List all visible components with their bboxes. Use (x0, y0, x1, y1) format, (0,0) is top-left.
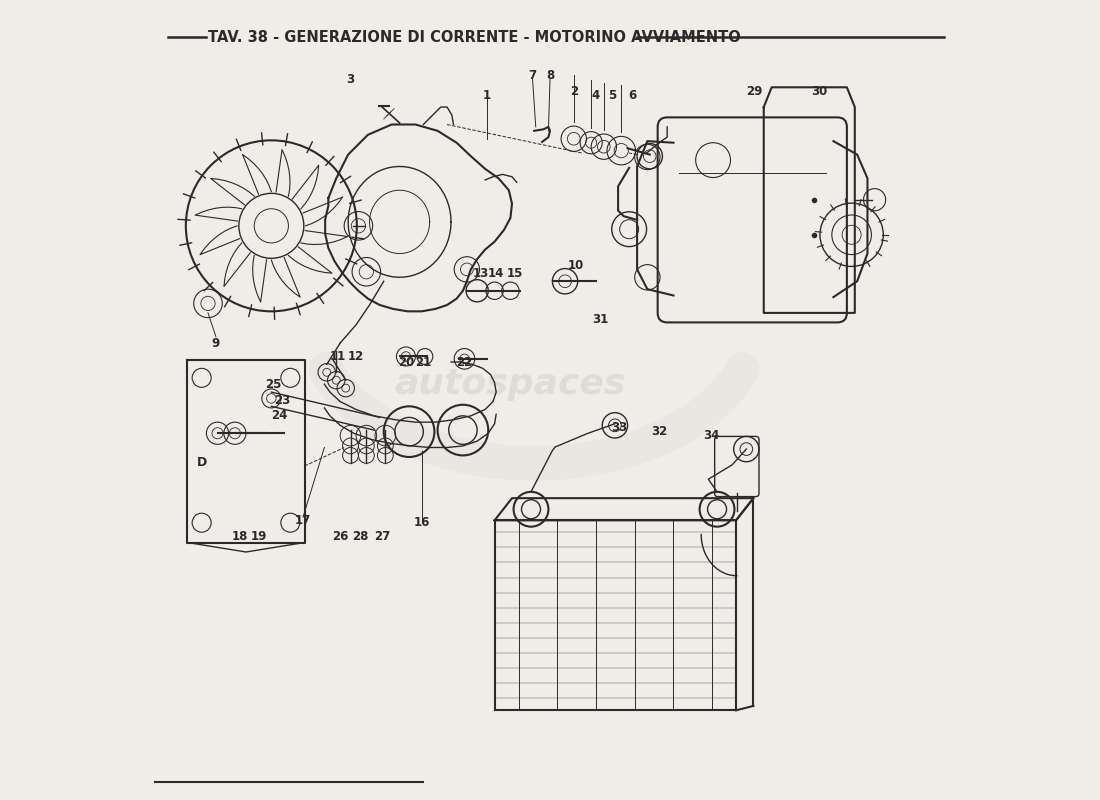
Text: 34: 34 (703, 429, 719, 442)
Text: 15: 15 (506, 267, 522, 280)
Text: 24: 24 (271, 410, 287, 422)
Text: autospaces: autospaces (395, 367, 626, 401)
Text: D: D (197, 456, 207, 469)
Text: 3: 3 (346, 73, 354, 86)
Text: TAV. 38 - GENERAZIONE DI CORRENTE - MOTORINO AVVIAMENTO: TAV. 38 - GENERAZIONE DI CORRENTE - MOTO… (208, 30, 740, 45)
Text: 12: 12 (348, 350, 364, 363)
Text: 33: 33 (612, 422, 628, 434)
Text: 16: 16 (414, 516, 430, 530)
Text: 1: 1 (483, 89, 491, 102)
Text: 26: 26 (332, 530, 349, 542)
Text: 30: 30 (811, 85, 827, 98)
Text: 14: 14 (488, 267, 505, 280)
Text: 31: 31 (593, 313, 608, 326)
Text: 28: 28 (352, 530, 368, 542)
Text: 7: 7 (528, 69, 537, 82)
Text: 17: 17 (295, 514, 311, 527)
Text: 5: 5 (607, 89, 616, 102)
Text: 20: 20 (398, 355, 414, 369)
Bar (495, 520, 736, 710)
Text: 29: 29 (746, 85, 762, 98)
Text: 22: 22 (456, 355, 473, 369)
Text: 19: 19 (251, 530, 267, 542)
Text: 10: 10 (568, 259, 583, 272)
Text: 4: 4 (592, 89, 600, 102)
Text: 23: 23 (274, 394, 290, 406)
Text: 18: 18 (231, 530, 248, 542)
Text: 11: 11 (330, 350, 346, 363)
Text: 8: 8 (546, 69, 554, 82)
Text: 32: 32 (651, 425, 668, 438)
Text: 27: 27 (374, 530, 390, 542)
Text: 6: 6 (628, 89, 637, 102)
Text: 9: 9 (212, 337, 220, 350)
Text: 21: 21 (415, 355, 431, 369)
Text: 2: 2 (570, 85, 578, 98)
Text: 13: 13 (472, 267, 488, 280)
Text: 25: 25 (265, 378, 282, 390)
